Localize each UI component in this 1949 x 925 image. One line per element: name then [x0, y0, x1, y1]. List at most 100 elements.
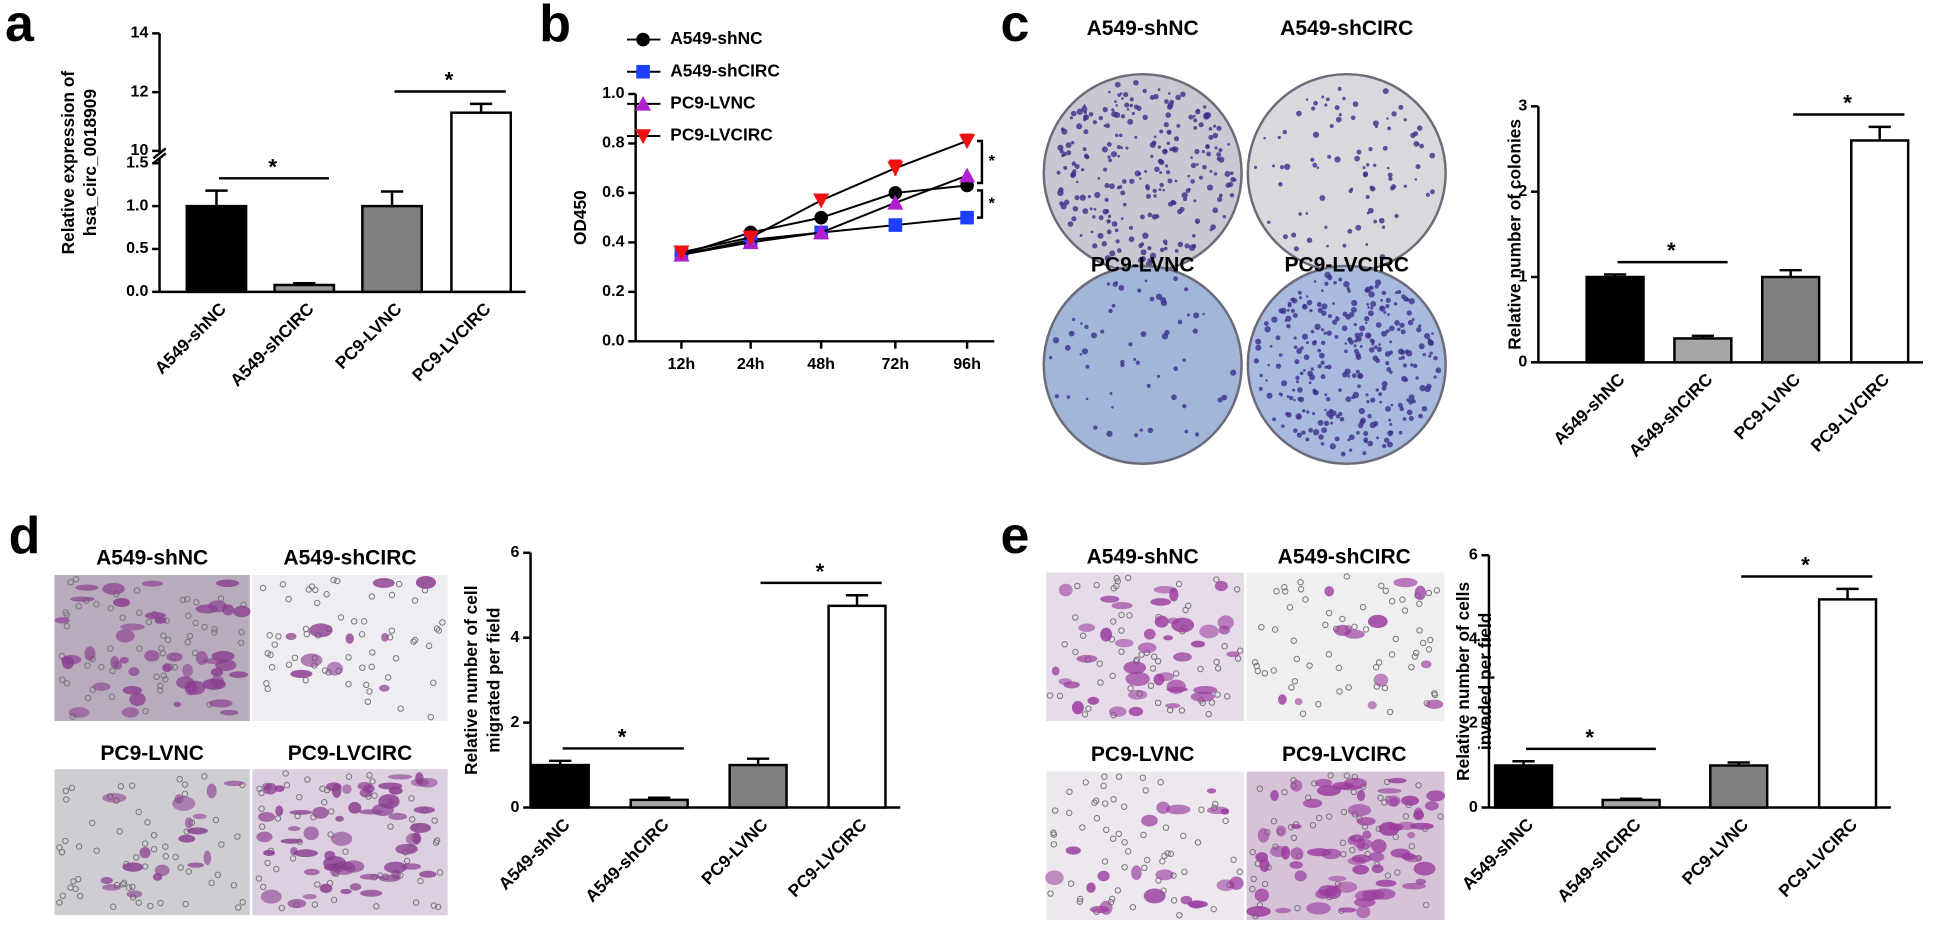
bar	[1673, 337, 1733, 364]
colony	[1348, 188, 1353, 194]
cell	[1375, 879, 1397, 887]
cell	[326, 661, 344, 676]
colony	[1165, 164, 1169, 168]
colony	[1350, 306, 1357, 313]
pore	[62, 837, 69, 845]
colony	[1367, 207, 1374, 214]
colony	[1339, 416, 1345, 422]
pore	[1194, 839, 1202, 846]
cell	[1420, 660, 1432, 669]
pore	[409, 816, 416, 823]
colony	[1312, 131, 1320, 138]
pore	[1250, 875, 1257, 883]
cell	[1089, 905, 1110, 914]
pore	[1113, 582, 1120, 590]
colony	[1422, 353, 1426, 357]
colony	[1291, 232, 1297, 238]
cell	[372, 578, 395, 588]
colony	[1320, 374, 1326, 380]
pore	[218, 841, 225, 848]
colony	[1344, 349, 1348, 354]
colony	[1388, 176, 1393, 181]
colony	[1218, 156, 1225, 163]
colony	[1387, 430, 1393, 437]
cell	[1352, 864, 1370, 875]
pore	[1056, 692, 1064, 700]
colony	[1059, 201, 1064, 206]
significance-star: *	[268, 154, 277, 179]
pore	[1273, 588, 1280, 595]
colony	[1074, 195, 1080, 201]
cell	[342, 784, 352, 795]
cell	[208, 699, 233, 708]
legend-marker	[636, 32, 650, 47]
colony	[1388, 418, 1392, 422]
colony	[1389, 370, 1393, 375]
cell	[308, 623, 333, 638]
pore	[1236, 647, 1244, 654]
cell	[335, 815, 344, 822]
cell	[1413, 810, 1425, 821]
colony	[1092, 215, 1096, 219]
colony	[1201, 149, 1205, 154]
colony	[1293, 246, 1299, 252]
pore	[184, 638, 191, 646]
cell	[359, 873, 381, 880]
pore	[133, 854, 140, 861]
bar	[629, 798, 689, 809]
pore	[1157, 779, 1164, 786]
colony	[1109, 250, 1116, 257]
colony	[1290, 308, 1295, 313]
colony	[1406, 409, 1413, 416]
pore	[75, 603, 82, 610]
pore	[1118, 611, 1125, 619]
colony	[1061, 153, 1065, 158]
colony	[1356, 149, 1362, 155]
pore	[1325, 609, 1333, 617]
colony	[1313, 390, 1319, 396]
pore	[1093, 815, 1101, 822]
cell	[275, 805, 284, 817]
pore	[388, 627, 395, 634]
pore	[1325, 813, 1333, 820]
cell	[263, 849, 276, 856]
cell	[1290, 779, 1303, 792]
colony	[1162, 239, 1168, 245]
cell	[256, 831, 273, 843]
colony	[1111, 303, 1116, 308]
pore	[1173, 670, 1180, 677]
y-tick-label: 10	[131, 141, 149, 159]
pore	[321, 799, 328, 806]
colony	[1194, 148, 1200, 155]
pore	[1096, 660, 1103, 667]
cell	[1371, 839, 1387, 854]
colony	[1142, 232, 1149, 239]
colony	[1174, 179, 1178, 183]
cell	[302, 894, 317, 900]
colony	[1269, 344, 1273, 348]
pore	[433, 625, 441, 632]
colony	[1327, 274, 1333, 281]
y-tick-label: 0.0	[602, 332, 624, 350]
bar	[728, 763, 788, 809]
colony	[1327, 313, 1333, 319]
pore	[1176, 911, 1183, 919]
cell	[290, 669, 313, 679]
pore	[1047, 890, 1054, 897]
colony	[1380, 298, 1384, 302]
pore	[330, 896, 338, 904]
colony	[1072, 169, 1077, 174]
pore	[164, 636, 172, 644]
cell	[1217, 615, 1234, 630]
pore	[201, 773, 208, 780]
colony	[1182, 358, 1186, 362]
pore	[1293, 655, 1301, 663]
marker	[887, 161, 904, 177]
bar	[273, 283, 336, 294]
pore	[1154, 699, 1162, 707]
pore	[159, 649, 167, 657]
pore	[1416, 627, 1423, 634]
colony	[1335, 116, 1342, 123]
marker	[742, 230, 759, 246]
